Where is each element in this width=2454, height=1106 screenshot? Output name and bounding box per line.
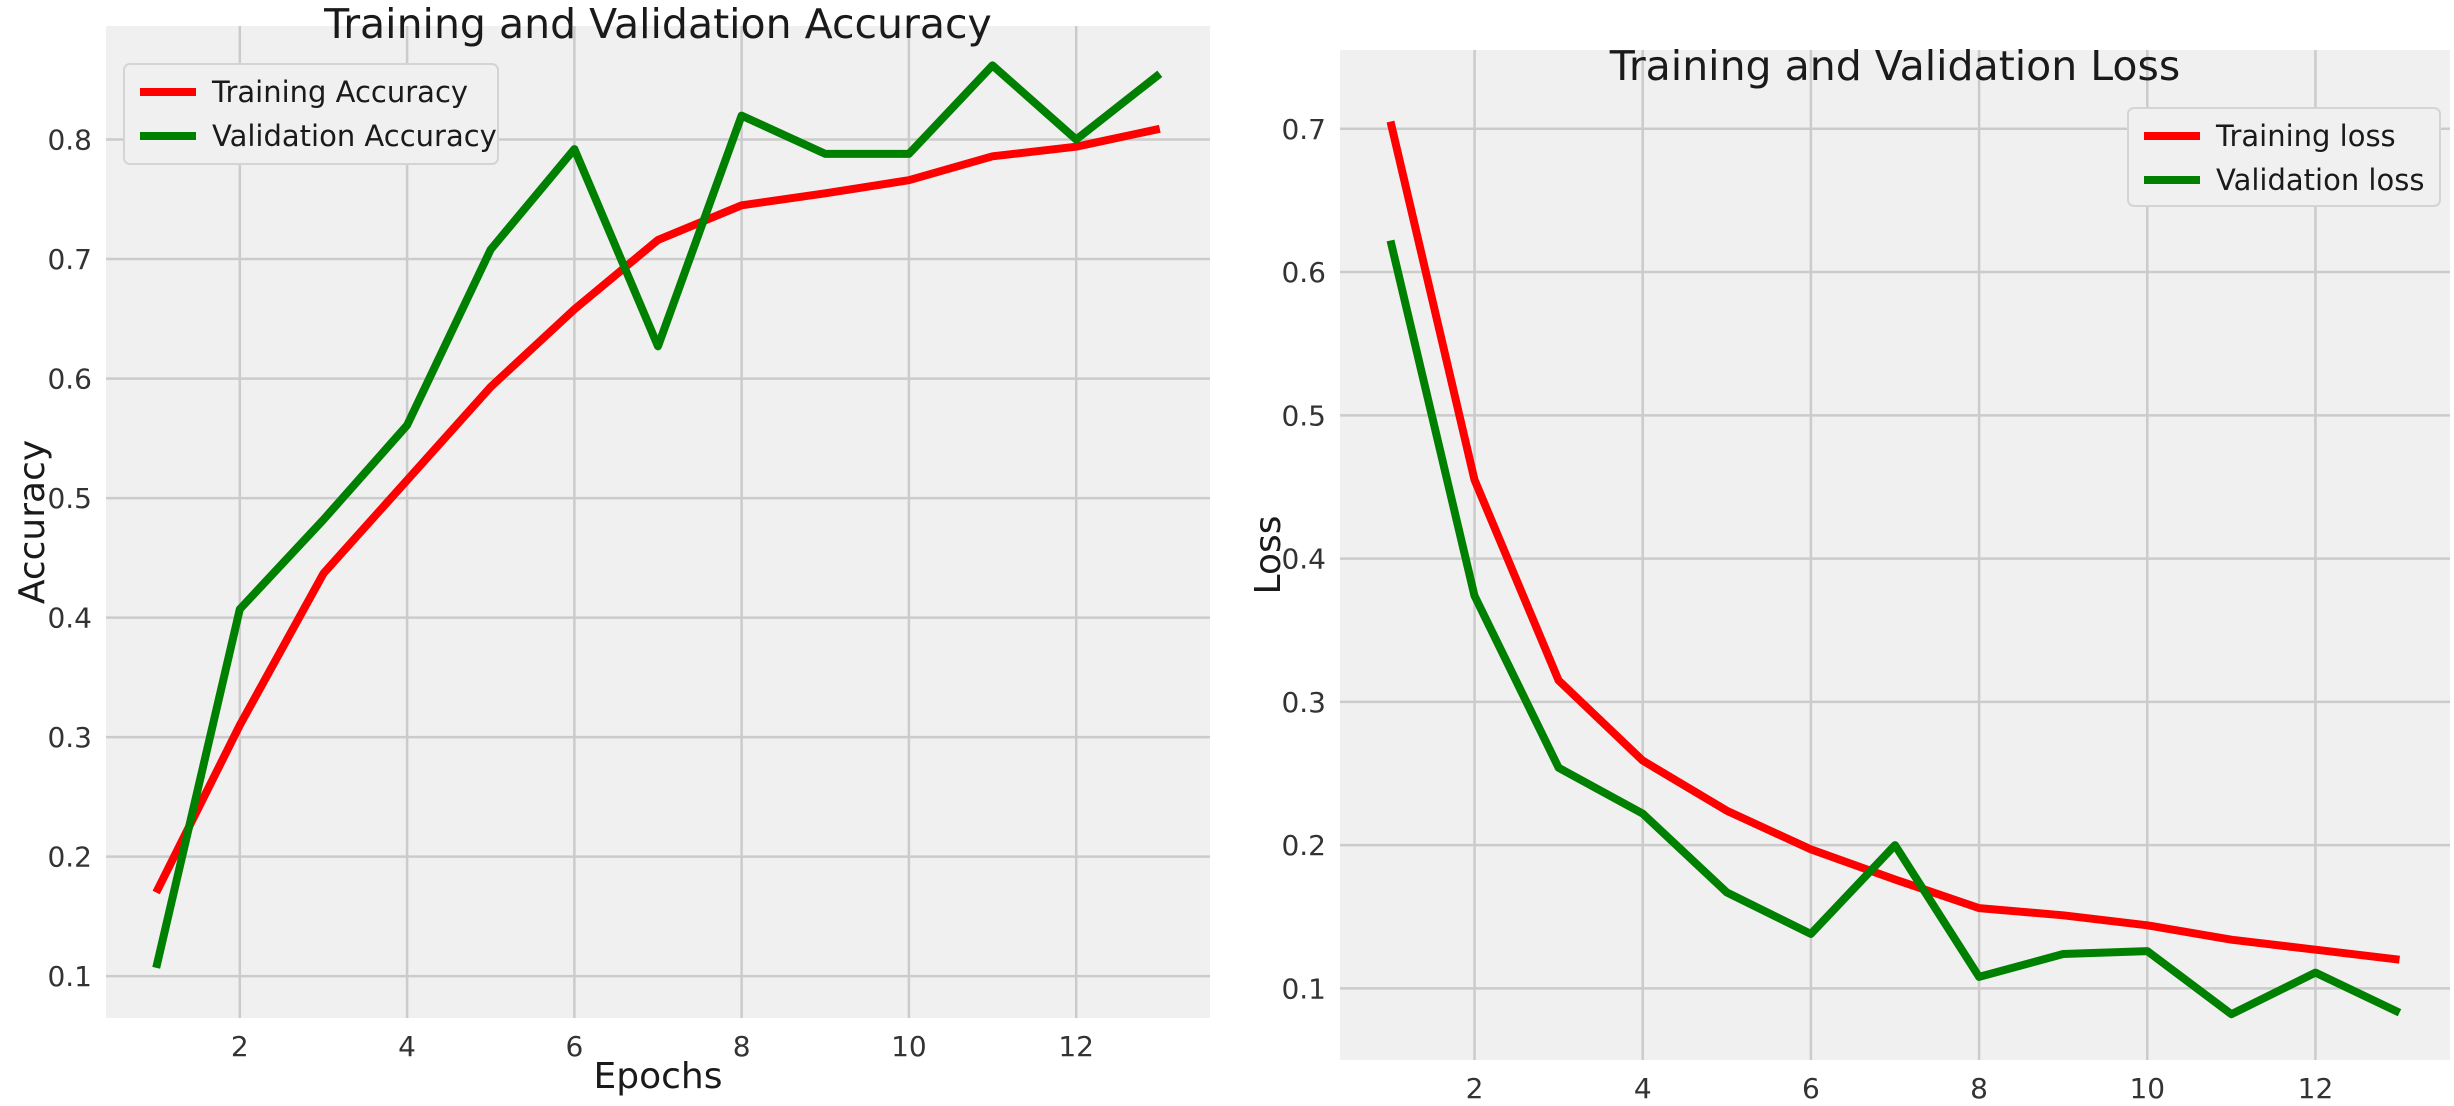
- legend-label: Validation loss: [2216, 163, 2424, 197]
- legend-label: Validation Accuracy: [212, 119, 497, 153]
- legend-label: Training Accuracy: [211, 75, 468, 109]
- y-tick-label: 0.2: [47, 841, 92, 874]
- series-line-0: [1386, 120, 2400, 964]
- y-tick-label: 0.8: [47, 124, 92, 157]
- x-tick-label: 10: [2129, 1072, 2165, 1105]
- y-tick-label: 0.3: [1281, 686, 1326, 719]
- x-tick-label: 2: [231, 1030, 249, 1063]
- series-line-0: [152, 124, 1161, 895]
- x-tick-label: 4: [398, 1030, 416, 1063]
- y-tick-label: 0.1: [1281, 972, 1326, 1005]
- plot-area: [1340, 50, 2450, 1060]
- legend-label: Training loss: [2215, 119, 2396, 153]
- y-axis-label: Accuracy: [12, 440, 53, 604]
- y-tick-label: 0.3: [47, 721, 92, 754]
- chart-loss: 2 4 6 8 10 12 0.1 0.2 0.3 0.4 0.5 0.6 0.7 Training an…: [1248, 42, 2450, 1105]
- legend-box: [2127, 107, 2441, 207]
- y-tick-label: 0.6: [47, 363, 92, 396]
- y-tick-label: 0.4: [47, 602, 92, 635]
- x-axis-label: Epochs: [594, 1056, 723, 1097]
- x-tick-label: 8: [733, 1030, 751, 1063]
- y-tick-label: 0.4: [1281, 543, 1326, 576]
- y-tick-label: 0.6: [1281, 256, 1326, 289]
- series-line-1: [152, 61, 1163, 969]
- y-tick-label: 0.2: [1281, 829, 1326, 862]
- series-line-1: [1386, 239, 2402, 1019]
- y-tick-label: 0.5: [1281, 399, 1326, 432]
- y-tick-label: 0.1: [47, 960, 92, 993]
- chart-title: Training and Validation Loss: [1609, 42, 2180, 90]
- y-axis-label: Loss: [1248, 516, 1289, 595]
- x-tick-label: 12: [2298, 1072, 2334, 1105]
- x-tick-label: 10: [891, 1030, 927, 1063]
- chart-title: Training and Validation Accuracy: [323, 0, 992, 48]
- x-tick-label: 12: [1058, 1030, 1094, 1063]
- y-tick-label: 0.5: [47, 482, 92, 515]
- chart-accuracy: 2 4 6 8 10 12 0.1 0.2 0.3 0.4 0.5 0.6 0.7 0.8 Training…: [12, 0, 1210, 1097]
- plot-area: [106, 26, 1210, 1018]
- x-tick-label: 2: [1466, 1072, 1484, 1105]
- x-tick-label: 6: [565, 1030, 583, 1063]
- y-tick-label: 0.7: [1281, 113, 1326, 146]
- legend: Training loss Validation loss: [2127, 107, 2441, 207]
- x-tick-label: 6: [1802, 1072, 1820, 1105]
- legend-box: [123, 63, 499, 165]
- legend: Training Accuracy Validation Accuracy: [123, 63, 499, 165]
- y-tick-label: 0.7: [47, 243, 92, 276]
- x-tick-label: 8: [1970, 1072, 1988, 1105]
- x-tick-label: 4: [1634, 1072, 1652, 1105]
